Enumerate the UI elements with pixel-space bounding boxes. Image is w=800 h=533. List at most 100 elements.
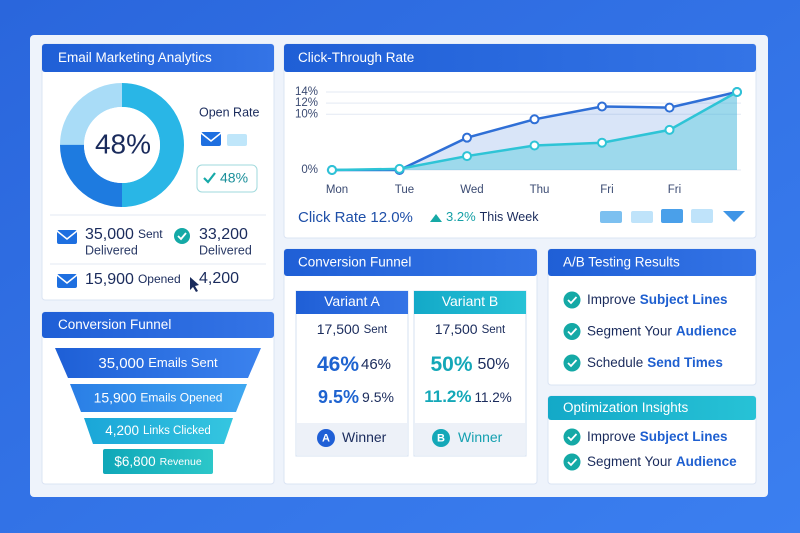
change-value: 3.2% [446, 209, 476, 224]
ctr-value: 12.0% [370, 209, 413, 226]
toolbar-icons [600, 209, 745, 223]
data-point [394, 163, 405, 174]
result-label: Winner [342, 429, 387, 445]
check-circle [563, 428, 581, 446]
open-rate-badge [196, 164, 258, 193]
result-row [297, 423, 407, 455]
data-point [664, 124, 675, 135]
rate-big: 50% [430, 353, 472, 376]
data-point [597, 137, 607, 148]
donut-label: 48% [95, 128, 151, 159]
stat-value: 15,900 [85, 271, 134, 288]
sent-value: 17,500 [317, 321, 360, 337]
x-tick-label: Fri [668, 184, 681, 196]
badge-letter: B [437, 432, 445, 444]
data-point [327, 165, 337, 175]
stat: 15,900 Opened [85, 271, 181, 288]
mail-icon [56, 230, 78, 244]
badge-letter: A [322, 432, 330, 444]
funnel-text: 15,900 Emails Opened [94, 389, 223, 405]
rate-big: 9.5% [318, 387, 359, 407]
ctr-label: Click Rate [298, 209, 366, 226]
funnel-value: 35,000 [98, 355, 144, 372]
panel-header [42, 44, 274, 72]
check-icon [567, 296, 578, 305]
data-point [597, 101, 607, 112]
check-icon [567, 327, 578, 336]
check-icon [567, 359, 578, 368]
variant-rate: 46% 46% [317, 353, 391, 376]
ctr-footer: Click Rate 12.0% [298, 209, 413, 226]
funnel-panel: Conversion Funnel 35,000 Emails Sent 15,9… [41, 311, 275, 485]
data-point [664, 102, 675, 113]
series-area [332, 92, 737, 170]
insights-panel: Optimization Insights Improve Subject Lin… [547, 395, 757, 485]
check-icon [177, 232, 187, 241]
rate-small: 50% [478, 356, 510, 373]
funnel-label: Emails Sent [148, 355, 218, 370]
item-highlight: Subject Lines [640, 292, 728, 307]
open-rate-label: Open Rate [199, 105, 260, 119]
ctr-change: 3.2% This Week [446, 209, 539, 224]
check-circle [563, 453, 581, 471]
x-tick-label: Mon [326, 184, 348, 196]
stat: 35,000 Sent [85, 226, 163, 243]
rate-big: 11.2% [424, 387, 471, 406]
stat-value: 35,000 [85, 226, 134, 243]
mail-icon [200, 132, 247, 146]
panel-header [548, 396, 756, 420]
stat-value: 4,200 [199, 270, 239, 287]
checklist-item: Improve Subject Lines [587, 429, 728, 444]
variant-name: Variant B [442, 293, 499, 309]
funnel-stage [70, 384, 247, 412]
variant-rate: 9.5% 9.5% [318, 387, 394, 407]
badge-circle [317, 429, 335, 447]
y-tick-label: 0% [301, 164, 318, 176]
variant-header [414, 291, 526, 314]
result-label: Winner [458, 429, 503, 445]
x-tick-label: Wed [460, 184, 483, 196]
stat-caption: Delivered [199, 243, 252, 257]
ctr-panel: Click-Through Rate Click Rate 12.0% 3.2% T… [283, 43, 757, 239]
item-text: Improve [587, 292, 636, 307]
panel-header [284, 44, 756, 72]
variant-header [296, 291, 408, 314]
rate-big: 46% [317, 353, 359, 376]
variant-name: Variant A [324, 293, 380, 309]
data-point [462, 151, 472, 162]
funnel-label: Links Clicked [143, 425, 211, 437]
check-icon [203, 172, 216, 184]
funnel-label: Emails Opened [140, 391, 222, 405]
panel-title: Optimization Insights [563, 400, 689, 415]
item-text: Improve [587, 429, 636, 444]
funnel-value: 4,200 [105, 423, 139, 438]
variant-sent: 17,500 Sent [317, 321, 388, 337]
sent-unit: Sent [482, 324, 506, 336]
funnel-text: 4,200 Links Clicked [105, 423, 211, 438]
item-text: Schedule [587, 355, 643, 370]
sent-value: 17,500 [435, 321, 478, 337]
cursor [190, 277, 199, 292]
donut-segment [60, 83, 184, 207]
check-circle [563, 291, 581, 309]
change-period: This Week [480, 210, 540, 224]
donut-hole [84, 107, 160, 183]
stat-unit: Sent [138, 227, 163, 241]
x-tick-label: Fri [600, 184, 613, 196]
funnel-label: Revenue [160, 456, 202, 468]
variant-sent: 17,500 Sent [435, 321, 506, 337]
data-point [529, 114, 540, 125]
item-highlight: Send Times [647, 355, 723, 370]
check-icon [567, 433, 578, 442]
item-highlight: Audience [676, 323, 737, 338]
email-panel: Email Marketing Analytics 48% Open Rate … [41, 43, 275, 301]
data-point [529, 140, 540, 151]
y-tick-label: 10% [295, 108, 318, 120]
ab-panel: A/B Testing Results Improve Subject Lines… [547, 248, 757, 386]
funnel-stage [55, 348, 261, 378]
data-point [462, 132, 472, 143]
stat-value: 33,200 [199, 226, 248, 243]
checklist-item: Segment Your Audience [587, 454, 737, 469]
open-rate-value: 48% [220, 170, 248, 186]
